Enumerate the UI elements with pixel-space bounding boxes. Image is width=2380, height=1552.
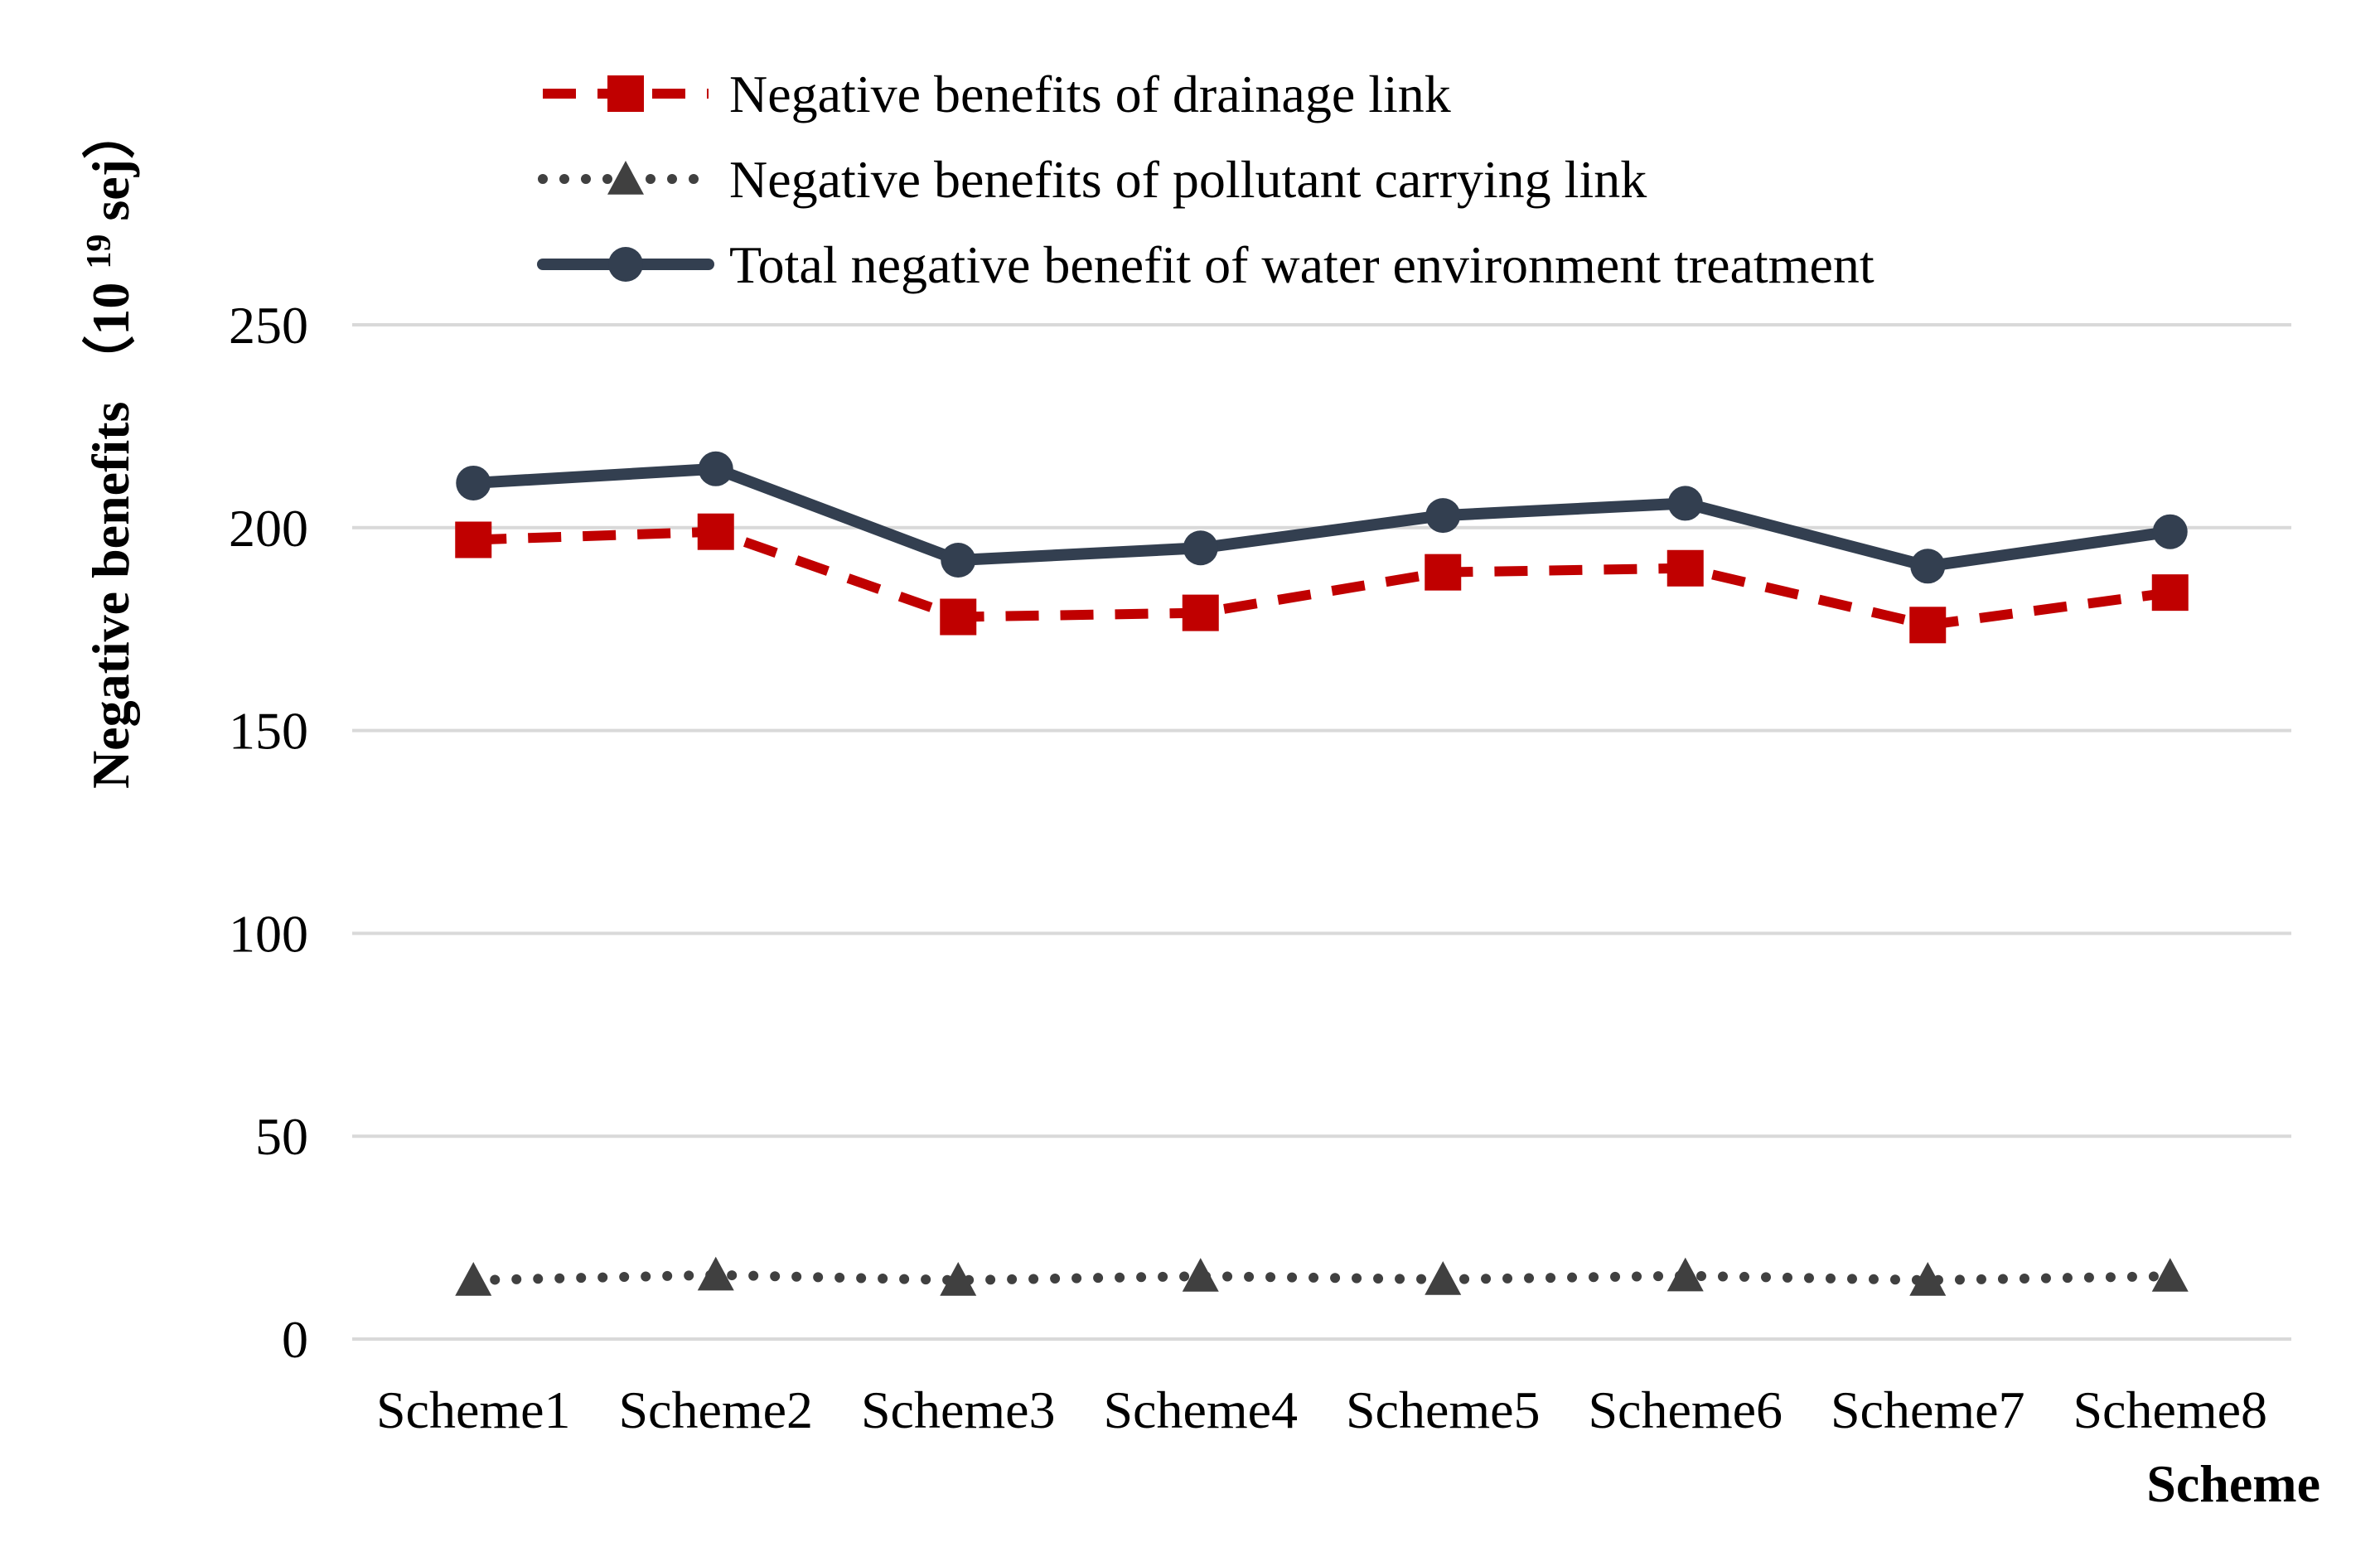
- x-tick-label: Scheme2: [618, 1380, 813, 1439]
- y-tick-label: 0: [282, 1310, 308, 1369]
- legend-entry-1: Negative benefits of drainage link: [543, 65, 1451, 123]
- data-point-marker: [941, 542, 976, 578]
- series-2: [455, 1256, 2189, 1296]
- legend-label: Total negative benefit of water environm…: [729, 235, 1874, 294]
- data-point-marker: [1910, 549, 1946, 584]
- data-point-marker: [1425, 498, 1461, 534]
- legend-label: Negative benefits of pollutant carrying …: [729, 150, 1647, 209]
- series-line: [473, 526, 2171, 631]
- data-point-marker: [1182, 594, 1219, 631]
- y-tick-label: 150: [229, 702, 308, 761]
- legend-marker: [607, 75, 644, 112]
- x-tick-label: Scheme8: [2073, 1380, 2267, 1439]
- x-tick-label: Scheme4: [1103, 1380, 1298, 1439]
- data-point-marker: [455, 521, 492, 558]
- legend-entry-3: Total negative benefit of water environm…: [537, 235, 1874, 294]
- legend-entry-2: Negative benefits of pollutant carrying …: [538, 150, 1647, 209]
- data-point-marker: [2151, 574, 2189, 612]
- data-point-marker: [698, 451, 733, 486]
- legend-marker: [608, 247, 643, 282]
- series-line: [468, 1269, 2175, 1286]
- data-point-marker: [940, 1262, 977, 1296]
- data-point-marker: [456, 465, 491, 500]
- data-point-marker: [1425, 554, 1462, 591]
- y-tick-label: 250: [229, 296, 308, 355]
- data-point-marker: [1909, 1262, 1947, 1296]
- axes: 0 50 100 150 200 250 Scheme1 Scheme2 Scheme3 Sche…: [229, 296, 2267, 1439]
- y-axis-title-unit-base: （10: [81, 283, 140, 389]
- x-tick-label: Scheme5: [1346, 1380, 1541, 1439]
- data-point-marker: [1183, 530, 1218, 566]
- y-axis-title-main: Negative benefits: [81, 402, 140, 789]
- data-point-marker: [1666, 549, 1704, 587]
- x-axis-title: Scheme: [2146, 1454, 2320, 1513]
- y-tick-label: 100: [229, 904, 308, 963]
- x-tick-label: Scheme6: [1588, 1380, 1783, 1439]
- y-axis-title-unit-tail: sej）: [81, 106, 140, 221]
- data-point-marker: [1182, 1258, 1219, 1292]
- data-point-marker: [940, 598, 977, 636]
- y-axis-title-unit-exponent: 19: [80, 234, 119, 269]
- legend-marker: [607, 161, 644, 195]
- y-axis-title: Negative benefits （10 19 sej）: [63, 106, 140, 789]
- legend-label: Negative benefits of drainage link: [729, 65, 1451, 123]
- y-tick-label: 200: [229, 499, 308, 558]
- series-line: [467, 462, 2176, 573]
- y-tick-label: 50: [255, 1107, 308, 1166]
- series-3: [456, 451, 2188, 584]
- data-point-marker: [1666, 1257, 1704, 1292]
- data-point-marker: [1909, 607, 1947, 644]
- series-1: [455, 513, 2189, 644]
- series-lines: [455, 451, 2189, 1296]
- data-point-marker: [2151, 1258, 2189, 1292]
- data-point-marker: [1667, 486, 1703, 521]
- x-tick-label: Scheme3: [861, 1380, 1056, 1439]
- data-point-marker: [455, 1262, 492, 1296]
- x-tick-label: Scheme7: [1831, 1380, 2025, 1439]
- x-tick-label: Scheme1: [376, 1380, 571, 1439]
- data-point-marker: [697, 1256, 734, 1291]
- data-point-marker: [1425, 1261, 1462, 1295]
- legend: Negative benefits of drainage link Negati…: [537, 65, 1874, 294]
- data-point-marker: [2152, 514, 2188, 549]
- data-point-marker: [697, 513, 734, 550]
